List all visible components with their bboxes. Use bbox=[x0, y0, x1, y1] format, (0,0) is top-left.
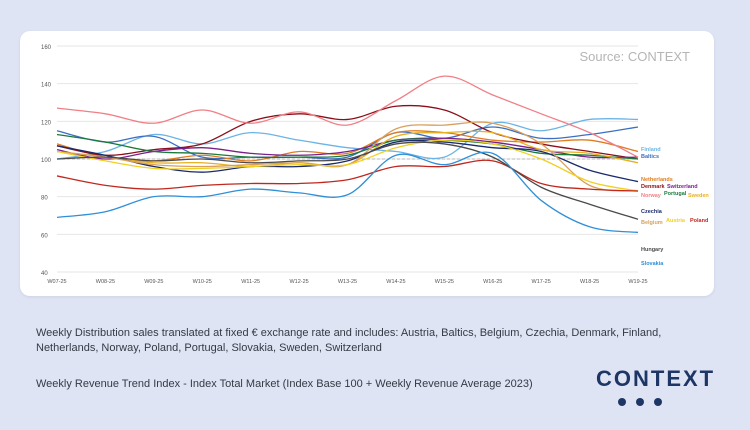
series-line-hungary bbox=[56, 141, 639, 220]
scope-caption: Weekly Distribution sales translated at … bbox=[36, 327, 662, 354]
x-tick-label: W14-25 bbox=[386, 279, 405, 285]
x-tick-label: W10-25 bbox=[193, 279, 212, 285]
series-line-norway bbox=[56, 75, 639, 158]
y-tick-label: 60 bbox=[41, 233, 48, 239]
legend-label-baltics: Baltics bbox=[641, 154, 659, 160]
x-tick-label: W15-25 bbox=[435, 279, 454, 285]
logo-dots bbox=[618, 393, 672, 411]
context-logo: CONTEXT bbox=[596, 366, 716, 406]
index-caption: Weekly Revenue Trend Index - Index Total… bbox=[36, 378, 533, 390]
legend-label-portugal: Portugal bbox=[664, 191, 687, 197]
legend-label-switzerland: Switzerland bbox=[667, 184, 698, 190]
y-tick-label: 120 bbox=[41, 120, 52, 126]
x-tick-label: W08-25 bbox=[96, 279, 115, 285]
logo-text: CONTEXT bbox=[596, 366, 716, 391]
source-label: Source: CONTEXT bbox=[579, 49, 690, 64]
legend-label-norway: Norway bbox=[641, 193, 662, 199]
x-tick-label: W09-25 bbox=[144, 279, 163, 285]
chart-card: Source: CONTEXT 40 60 80 100 120 140 160 W07-25… bbox=[20, 31, 714, 296]
x-tick-label: W16-25 bbox=[483, 279, 502, 285]
line-chart: 40 60 80 100 120 140 160 W07-25 W08-25 W09-25 W10-… bbox=[41, 45, 709, 285]
x-tick-label: W17-25 bbox=[532, 279, 551, 285]
series-line-poland bbox=[56, 159, 639, 192]
x-tick-label: W12-25 bbox=[289, 279, 308, 285]
legend-label-hungary: Hungary bbox=[641, 247, 664, 253]
legend-label-sweden: Sweden bbox=[688, 193, 709, 199]
legend-label-czechia: Czechia bbox=[641, 209, 663, 215]
legend-label-slovakia: Slovakia bbox=[641, 261, 664, 267]
legend-label-belgium: Belgium bbox=[641, 220, 663, 226]
legend-label-poland: Poland bbox=[690, 218, 708, 224]
y-tick-label: 80 bbox=[41, 196, 48, 202]
series-line-slovakia bbox=[56, 151, 639, 234]
series-line-portugal bbox=[56, 133, 639, 160]
x-tick-label: W11-25 bbox=[241, 279, 260, 285]
legend-label-netherlands: Netherlands bbox=[641, 177, 673, 183]
x-tick-label: W18-25 bbox=[580, 279, 599, 285]
series-line-austria bbox=[56, 139, 639, 192]
y-tick-label: 140 bbox=[41, 83, 52, 89]
x-tick-label: W19-25 bbox=[628, 279, 647, 285]
series-line-finland bbox=[56, 117, 639, 160]
legend-label-finland: Finland bbox=[641, 147, 661, 153]
series-line-baltics bbox=[56, 126, 639, 160]
legend-label-austria: Austria bbox=[666, 218, 686, 224]
series-line-czechia bbox=[56, 139, 639, 183]
y-tick-label: 160 bbox=[41, 45, 52, 51]
x-tick-label: W07-25 bbox=[47, 279, 66, 285]
y-tick-label: 100 bbox=[41, 158, 52, 164]
legend-label-denmark: Denmark bbox=[641, 184, 665, 190]
y-tick-label: 40 bbox=[41, 271, 48, 277]
x-tick-label: W13-25 bbox=[338, 279, 357, 285]
